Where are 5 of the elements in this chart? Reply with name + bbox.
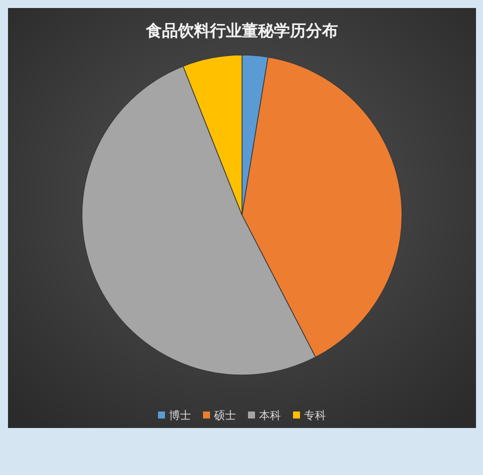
legend-label: 硕士 bbox=[214, 408, 236, 422]
chart-title: 食品饮料行业董秘学历分布 bbox=[146, 21, 338, 40]
legend-label: 博士 bbox=[169, 408, 191, 422]
legend-label: 专科 bbox=[304, 408, 326, 422]
legend-label: 本科 bbox=[259, 408, 281, 422]
